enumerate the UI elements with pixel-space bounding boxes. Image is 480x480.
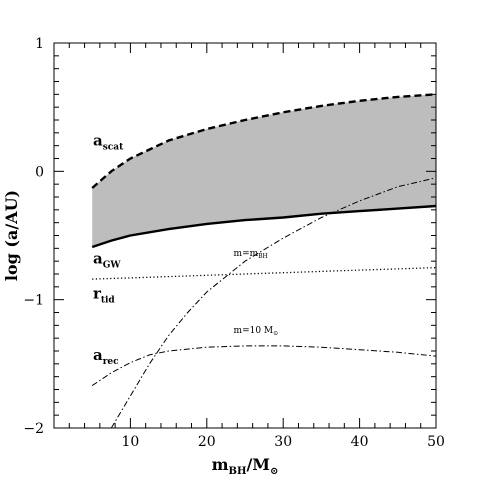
series-r_tid (92, 266, 436, 280)
annotation-m-10: m=10 M⊙ (234, 326, 279, 337)
y-tick-label: 1 (35, 36, 44, 52)
series-m_eq_mBH (110, 177, 436, 428)
series-a_rec (91, 345, 436, 387)
label-a-gw: aGW (93, 250, 121, 271)
series-a_scat (91, 93, 436, 189)
series-a_GW (91, 204, 436, 249)
y-tick-label: 0 (35, 164, 44, 180)
y-tick-label: −1 (23, 293, 44, 309)
x-tick-label: 50 (427, 434, 445, 450)
y-tick-label: −2 (23, 421, 44, 437)
label-a-scat: ascat (93, 132, 124, 153)
shaded-region (92, 94, 436, 247)
x-tick-label: 20 (198, 434, 216, 450)
x-axis-label: mBH/M⊙ (212, 455, 279, 477)
x-tick-label: 10 (121, 434, 139, 450)
y-axis-label: log (a/AU) (2, 190, 21, 281)
x-tick-label: 40 (351, 434, 369, 450)
x-tick-label: 30 (274, 434, 292, 450)
annotation-m-eq-mbh: m=mBH (234, 249, 268, 260)
label-a-rec: arec (93, 346, 119, 367)
label-r-tid: rtid (93, 284, 115, 305)
